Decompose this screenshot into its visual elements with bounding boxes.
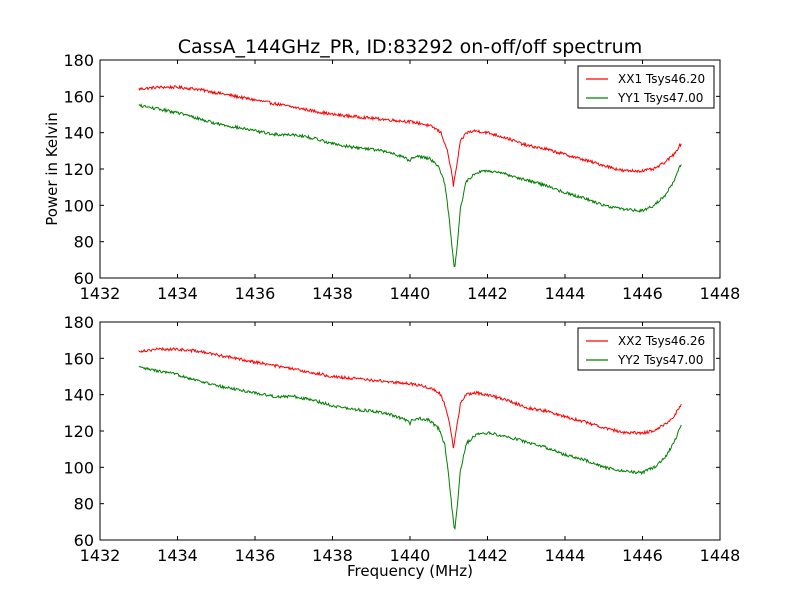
bottom-y-tick-label: 60 — [74, 531, 94, 550]
top-x-tick-label: 1446 — [622, 284, 663, 303]
bottom-series-line-xx — [138, 346, 682, 449]
top-legend: XX1 Tsys46.20 YY1 Tsys47.00 — [577, 65, 715, 109]
bottom-y-tick-label: 160 — [63, 349, 94, 368]
top-legend-label: XX1 Tsys46.20 — [618, 72, 705, 86]
bottom-legend-label: XX2 Tsys46.26 — [618, 334, 705, 348]
bottom-series-line-yy — [138, 366, 682, 530]
bottom-x-tick-label: 1446 — [622, 546, 663, 565]
bottom-x-tick-label: 1444 — [545, 546, 586, 565]
bottom-x-tick-label: 1448 — [700, 546, 741, 565]
bottom-legend-label: YY2 Tsys47.00 — [617, 353, 703, 367]
top-y-tick-label: 80 — [74, 233, 94, 252]
top-x-tick-label: 1440 — [390, 284, 431, 303]
top-x-tick-label: 1448 — [700, 284, 741, 303]
top-y-tick-label: 140 — [63, 124, 94, 143]
top-x-tick-label: 1434 — [157, 284, 198, 303]
top-x-tick-label: 1442 — [467, 284, 508, 303]
bottom-legend: XX2 Tsys46.26 YY2 Tsys47.00 — [577, 327, 715, 371]
bottom-x-tick-label: 1436 — [235, 546, 276, 565]
top-legend-label: YY1 Tsys47.00 — [617, 91, 703, 105]
top-legend-box — [577, 65, 715, 109]
top-y-tick-label: 60 — [74, 269, 94, 288]
bottom-y-tick-label: 100 — [63, 458, 94, 477]
top-x-tick-label: 1436 — [235, 284, 276, 303]
bottom-plot-panel: 1432 1434 1436 1438 1440 1442 1444 1446 1448 60 80… — [63, 313, 740, 565]
top-y-tick-label: 180 — [63, 51, 94, 70]
top-y-tick-label: 100 — [63, 196, 94, 215]
bottom-y-tick-label: 140 — [63, 386, 94, 405]
x-axis-label: Frequency (MHz) — [347, 562, 473, 580]
top-series-line-xx — [138, 84, 682, 187]
bottom-legend-box — [577, 327, 715, 371]
top-x-tick-label: 1444 — [545, 284, 586, 303]
top-series-line-yy — [138, 103, 682, 268]
bottom-y-tick-label: 120 — [63, 422, 94, 441]
bottom-x-tick-label: 1434 — [157, 546, 198, 565]
bottom-y-tick-label: 80 — [74, 495, 94, 514]
bottom-x-tick-label: 1432 — [80, 546, 121, 565]
top-x-tick-label: 1438 — [312, 284, 353, 303]
bottom-x-tick-label: 1442 — [467, 546, 508, 565]
bottom-x-tick-label: 1440 — [390, 546, 431, 565]
bottom-y-tick-label: 180 — [63, 313, 94, 332]
chart-title: CassA_144GHz_PR, ID:83292 on-off/off spe… — [178, 36, 642, 58]
top-plot-panel: 1432 1434 1436 1438 1440 1442 1444 1446 1448 60 80… — [63, 51, 740, 303]
y-axis-label: Power in Kelvin — [43, 112, 61, 226]
top-y-tick-label: 160 — [63, 87, 94, 106]
bottom-x-tick-label: 1438 — [312, 546, 353, 565]
top-y-tick-label: 120 — [63, 160, 94, 179]
top-x-tick-label: 1432 — [80, 284, 121, 303]
